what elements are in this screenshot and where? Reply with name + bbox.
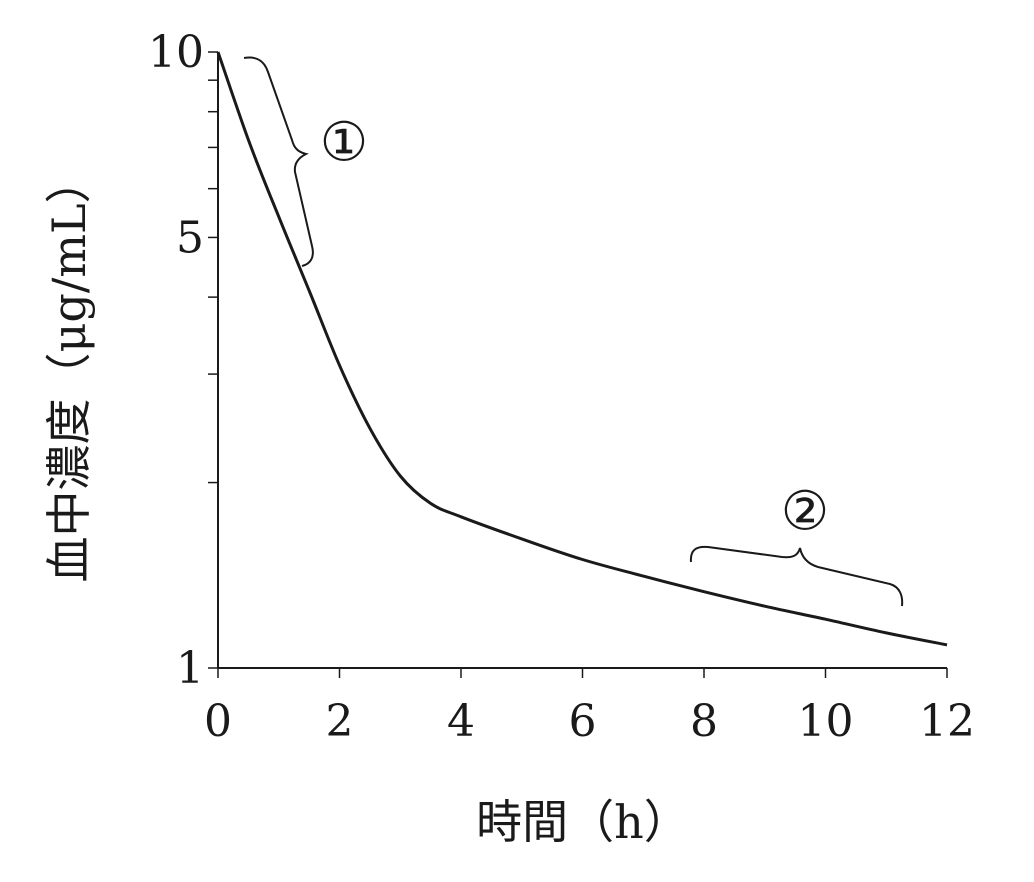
- concentration-curve: [216, 51, 948, 647]
- x-tick-label: 6: [569, 696, 597, 747]
- y-ticks: [208, 51, 218, 669]
- phase2-label-text: ②: [781, 480, 829, 543]
- x-tick-label: 12: [919, 696, 975, 747]
- x-tick-label: 4: [447, 696, 475, 747]
- x-ticks: [217, 668, 948, 678]
- y-tick-label: 1: [176, 643, 204, 694]
- y-tick-label: 5: [176, 212, 204, 263]
- phase2-brace: [689, 545, 904, 607]
- x-tick-label: 2: [326, 696, 354, 747]
- phase1-label-text: ①: [320, 111, 368, 174]
- x-tick-label: 0: [204, 696, 232, 747]
- phase1-brace: [243, 56, 314, 267]
- x-axis-title: 時間（h）: [476, 795, 690, 849]
- x-tick-label: 10: [798, 696, 854, 747]
- phase2-label: ②: [781, 480, 829, 543]
- phase1-label: ①: [320, 111, 368, 174]
- y-axis-title: 血中濃度（μg/mL）: [42, 157, 96, 582]
- x-tick-label: 8: [690, 696, 718, 747]
- x-tick-labels: 0 2 4 6 8 10 12: [204, 696, 975, 747]
- y-tick-label: 10: [148, 27, 204, 78]
- phase-annotations: ①②: [243, 56, 904, 607]
